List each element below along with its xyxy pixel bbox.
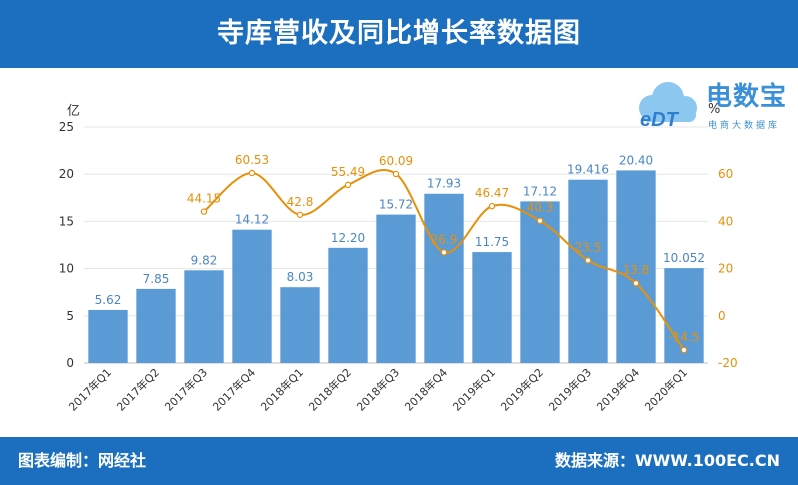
x-tick-label: 2018年Q2 [306, 365, 355, 414]
left-tick-label: 25 [59, 120, 74, 134]
logo-mark: eDT [640, 109, 680, 131]
line-point [200, 208, 208, 215]
bar-value-label: 20.40 [619, 153, 653, 167]
cloud-icon: eDT [639, 82, 697, 131]
left-axis-unit: 亿 [67, 104, 80, 119]
line-point [392, 170, 400, 178]
x-tick-label: 2017年Q3 [162, 365, 211, 414]
logo: eDT 电数宝 电商大数据库 [628, 74, 792, 138]
line-point [632, 280, 640, 287]
bar-value-label: 15.72 [379, 198, 413, 212]
line-value-label: 44.15 [187, 192, 221, 206]
bar [376, 214, 416, 363]
right-tick-label: 20 [718, 262, 733, 276]
x-tick-label: 2019年Q3 [546, 365, 595, 414]
footer-source: 数据来源：WWW.100EC.CN [554, 451, 780, 470]
right-tick-label: 40 [718, 214, 733, 228]
bar-series [88, 170, 704, 363]
bar [232, 229, 272, 363]
page-title: 寺库营收及同比增长率数据图 [217, 18, 581, 49]
x-tick-label: 2017年Q2 [114, 365, 163, 414]
bar [616, 170, 656, 363]
line-value-label: 60.09 [379, 154, 413, 168]
left-axis: 0 5 10 15 20 25 [59, 120, 74, 370]
bar-value-label: 11.75 [475, 235, 509, 249]
bar-value-label: 5.62 [95, 293, 122, 307]
line-point [536, 217, 544, 224]
right-tick-label: -20 [718, 356, 738, 370]
line-value-label: 46.47 [475, 186, 509, 200]
header-bar: 寺库营收及同比增长率数据图 [0, 0, 798, 68]
combo-chart: 0 5 10 15 20 25 -20 0 20 40 60 5.62 7.85 9.82 14.12 8… [59, 102, 738, 414]
bar [424, 193, 464, 363]
bar-value-label: 17.12 [523, 184, 557, 198]
bar-value-label: 17.93 [427, 177, 461, 191]
bar-value-label: 8.03 [287, 270, 314, 284]
line-point [488, 202, 496, 210]
right-tick-label: 60 [718, 167, 733, 181]
x-tick-label: 2018年Q3 [354, 365, 403, 414]
right-axis-unit: % [708, 102, 720, 117]
line-point [344, 181, 352, 189]
bar [184, 270, 224, 363]
bar-value-label: 12.20 [331, 231, 365, 245]
right-axis: -20 0 20 40 60 [718, 167, 738, 370]
line-point [296, 211, 304, 218]
bar [280, 287, 320, 363]
x-tick-label: 2019年Q4 [594, 365, 643, 414]
line-value-label: 60.53 [235, 153, 269, 167]
bar-labels: 5.62 7.85 9.82 14.12 8.03 12.20 15.72 17.93 11.7… [95, 153, 705, 307]
line-value-label: 13.8 [623, 263, 650, 277]
bar [88, 309, 128, 363]
left-tick-label: 5 [66, 309, 74, 323]
line-point [584, 257, 592, 264]
x-tick-label: 2019年Q1 [450, 365, 499, 414]
line-value-label: 26.9 [431, 232, 458, 246]
line-series: 44.15 60.53 42.8 55.49 60.09 26.9 46.47 40.3 23.… [187, 153, 700, 354]
bar-value-label: 7.85 [143, 272, 170, 286]
right-tick-label: 0 [718, 309, 726, 323]
x-tick-label: 2020年Q1 [642, 365, 691, 414]
bar [472, 252, 512, 363]
bar [568, 179, 608, 363]
left-tick-label: 10 [59, 262, 74, 276]
x-tick-label: 2017年Q1 [66, 365, 115, 414]
left-tick-label: 0 [66, 356, 74, 370]
footer-bar: 图表编制：网经社 数据来源：WWW.100EC.CN [0, 437, 798, 485]
line-point [248, 169, 256, 177]
line-point [440, 249, 448, 256]
x-axis: 2017年Q1 2017年Q2 2017年Q3 2017年Q4 2018年Q1 2018年… [66, 365, 691, 414]
logo-brand: 电数宝 [706, 82, 788, 112]
line-value-label: 55.49 [331, 165, 365, 179]
bar [520, 201, 560, 363]
bar-value-label: 9.82 [191, 253, 218, 267]
left-tick-label: 20 [59, 167, 74, 181]
x-tick-label: 2018年Q4 [402, 365, 451, 414]
bar-value-label: 19.416 [567, 163, 609, 177]
logo-subtitle: 电商大数据库 [708, 121, 781, 131]
line-value-label: 40.3 [527, 201, 554, 215]
footer-credit: 图表编制：网经社 [18, 451, 147, 470]
line-value-label: 42.8 [287, 195, 314, 209]
bar [136, 288, 176, 363]
x-tick-label: 2017年Q4 [210, 365, 259, 414]
x-tick-label: 2019年Q2 [498, 365, 547, 414]
line-value-label: -14.5 [668, 330, 699, 344]
bar-value-label: 10.052 [663, 251, 705, 265]
line-point [680, 346, 688, 354]
x-tick-label: 2018年Q1 [258, 365, 307, 414]
line-value-label: 23.5 [575, 240, 602, 254]
left-tick-label: 15 [59, 214, 74, 228]
bar [328, 247, 368, 363]
bar-value-label: 14.12 [235, 213, 269, 227]
